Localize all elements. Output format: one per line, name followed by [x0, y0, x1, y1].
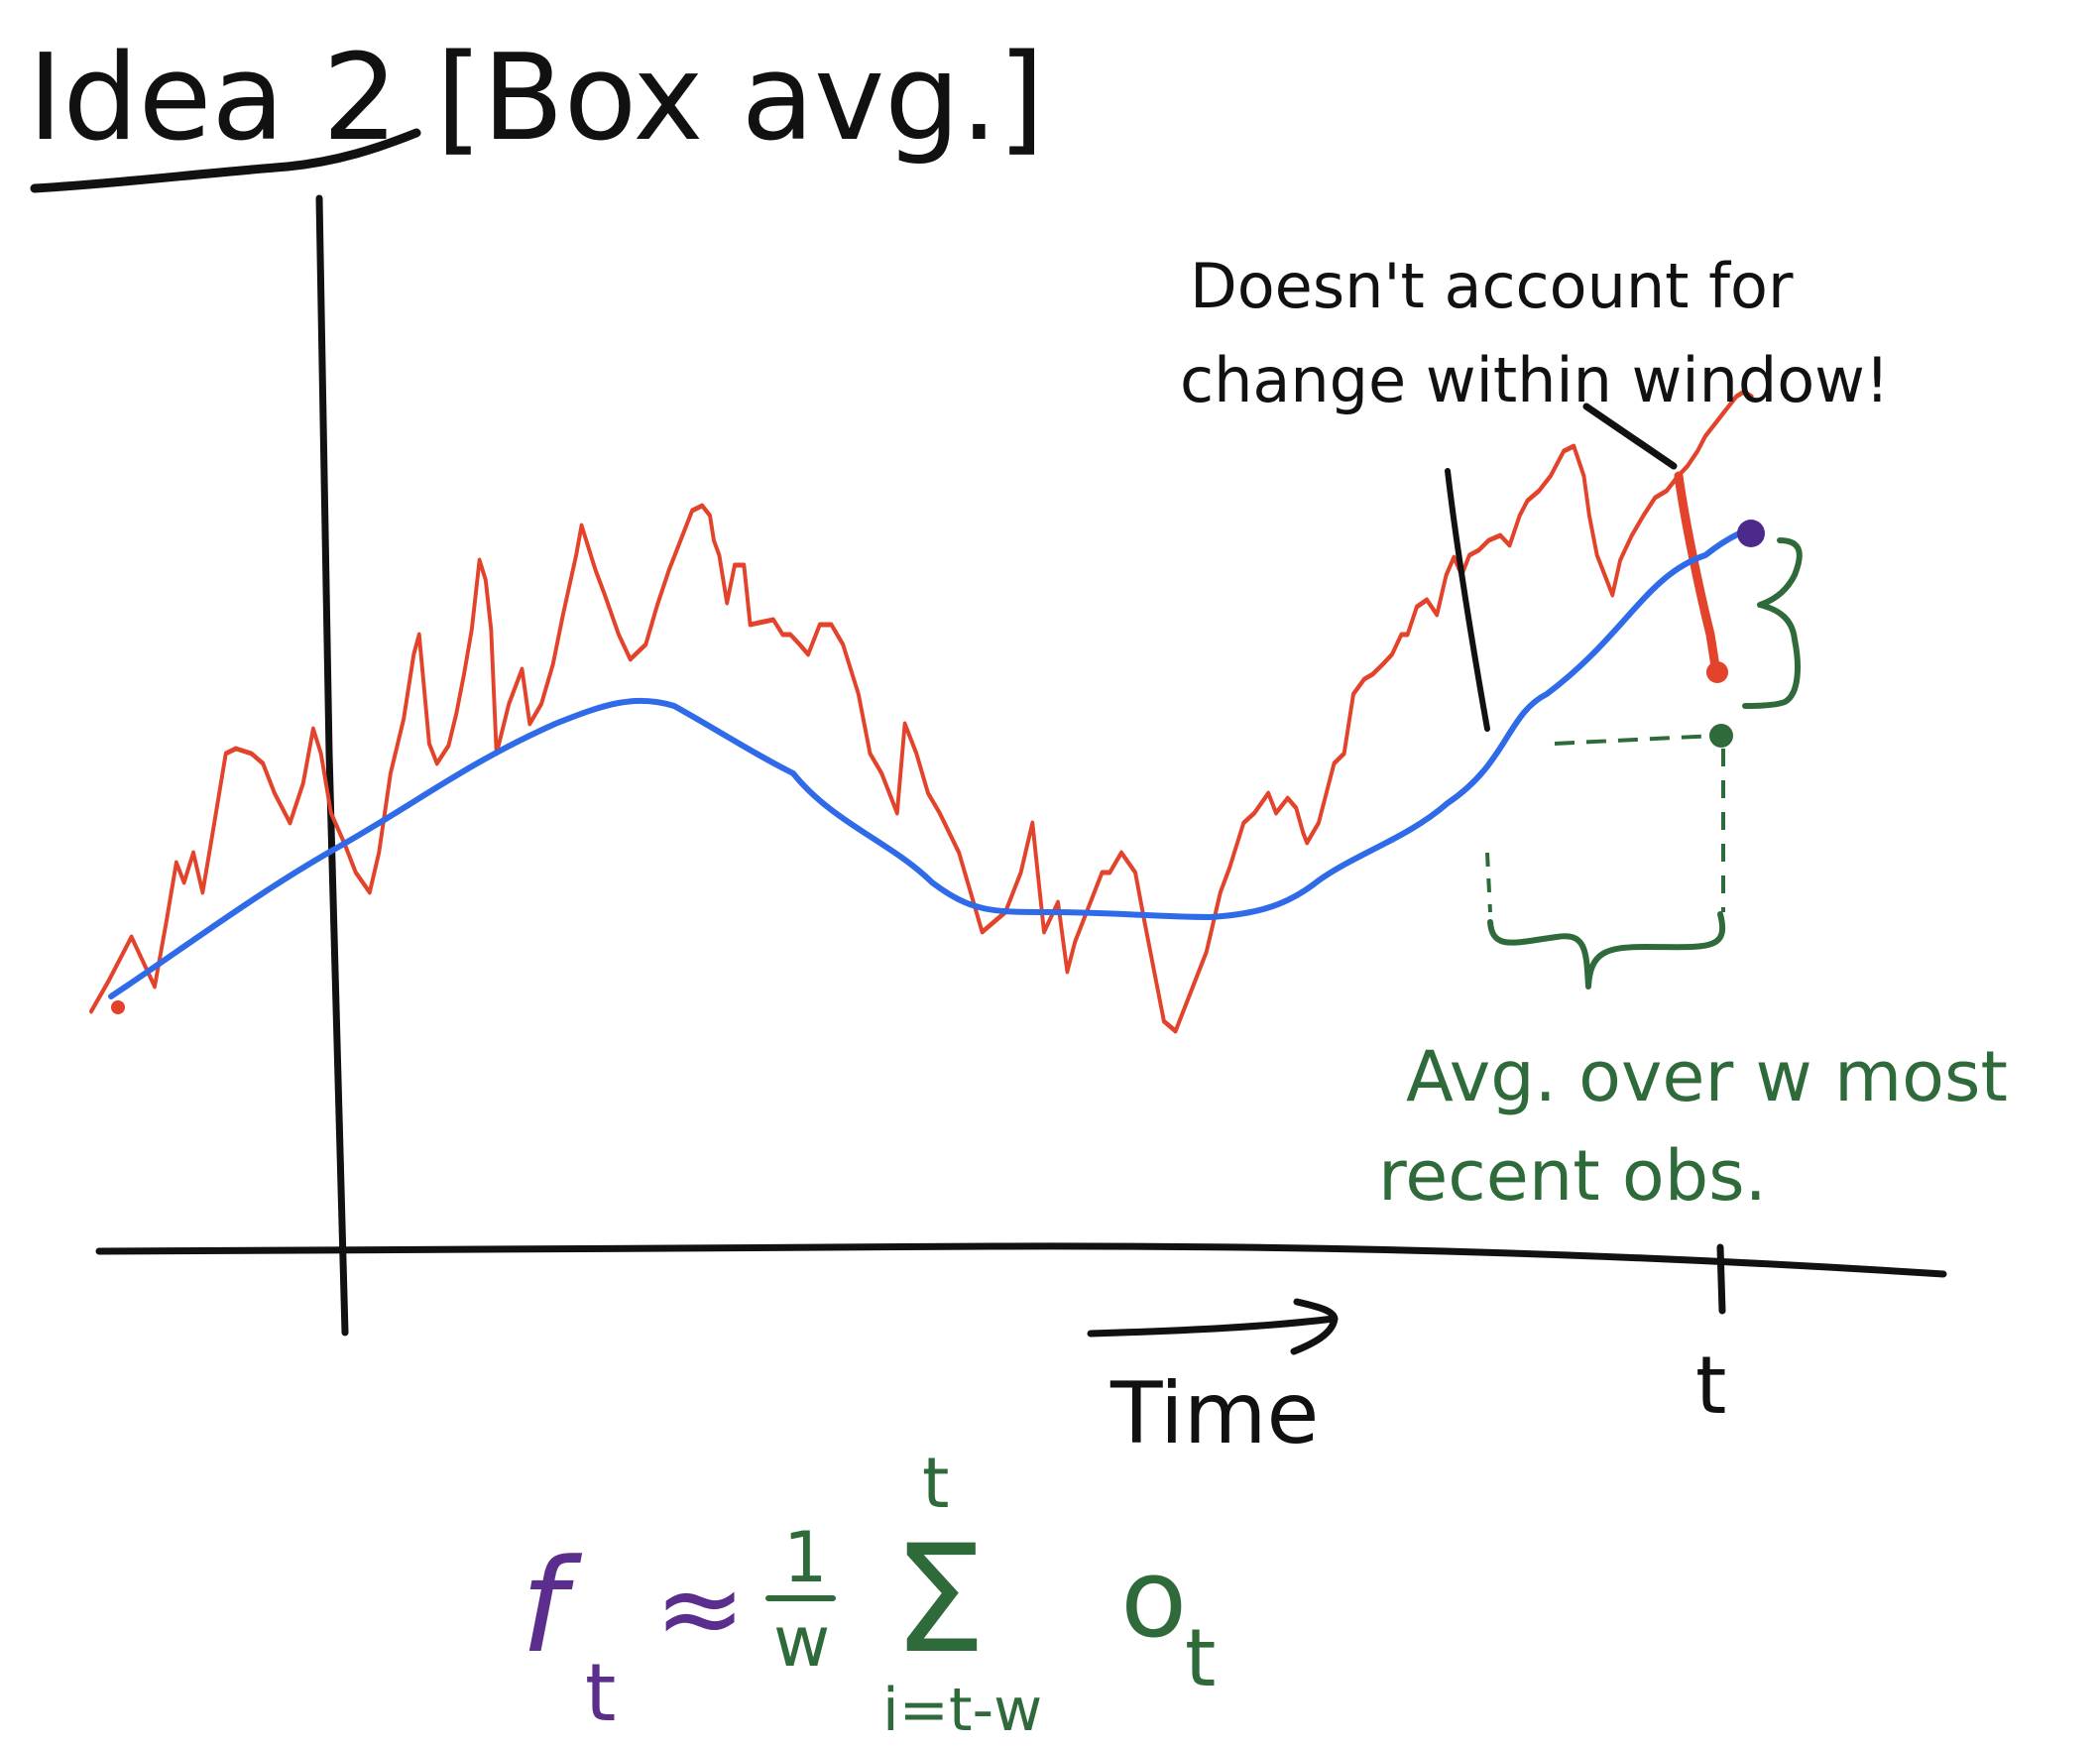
y-axis	[315, 194, 349, 1337]
window-start-dashed-drop	[1485, 852, 1492, 913]
formula-lhs: f	[521, 1531, 583, 1682]
x-axis-label: Time	[1109, 1364, 1319, 1463]
window-annotation-line1: Avg. over w most	[1406, 1036, 2008, 1117]
window-brace	[1487, 911, 1726, 990]
observations-line	[89, 389, 1754, 1034]
box-average-value-dot	[1709, 724, 1733, 748]
gap-brace	[1742, 537, 1803, 709]
formula-fraction-numerator: 1	[783, 1517, 828, 1598]
observations-tail	[1674, 471, 1720, 671]
box-average-line	[108, 526, 1754, 999]
box-average-endpoint-dot	[1737, 520, 1765, 547]
window-start-marker	[1445, 468, 1490, 732]
warning-pointer-to-peak	[1582, 403, 1678, 470]
formula-lhs-subscript: t	[585, 1647, 616, 1739]
window-annotation-line2: recent obs.	[1378, 1135, 1767, 1217]
x-axis	[95, 1242, 1947, 1278]
formula-term: o	[1120, 1535, 1187, 1662]
time-arrow	[1087, 1298, 1339, 1355]
average-level-dashed-line	[1554, 734, 1716, 746]
formula-approx-sign: ≈	[654, 1545, 746, 1672]
formula: f t ≈ 1 w t Σ i=t-w o t	[521, 1443, 1216, 1745]
formula-sum-upper-limit: t	[922, 1443, 949, 1524]
formula-sum-lower-limit: i=t-w	[882, 1676, 1042, 1745]
start-point-dot	[111, 1000, 125, 1014]
title-underline	[30, 128, 421, 193]
warning-annotation-line2: change within window!	[1180, 344, 1890, 416]
formula-fraction-denominator: w	[773, 1601, 830, 1683]
formula-sum-symbol: Σ	[892, 1514, 987, 1687]
t-tick-label: t	[1695, 1339, 1726, 1432]
formula-term-subscript: t	[1185, 1612, 1216, 1704]
t-tick-mark	[1716, 1243, 1726, 1315]
warning-annotation-line1: Doesn't account for	[1190, 250, 1794, 322]
diagram-title: Idea 2 [Box avg.]	[28, 30, 1044, 168]
current-observation-dot	[1706, 661, 1728, 683]
